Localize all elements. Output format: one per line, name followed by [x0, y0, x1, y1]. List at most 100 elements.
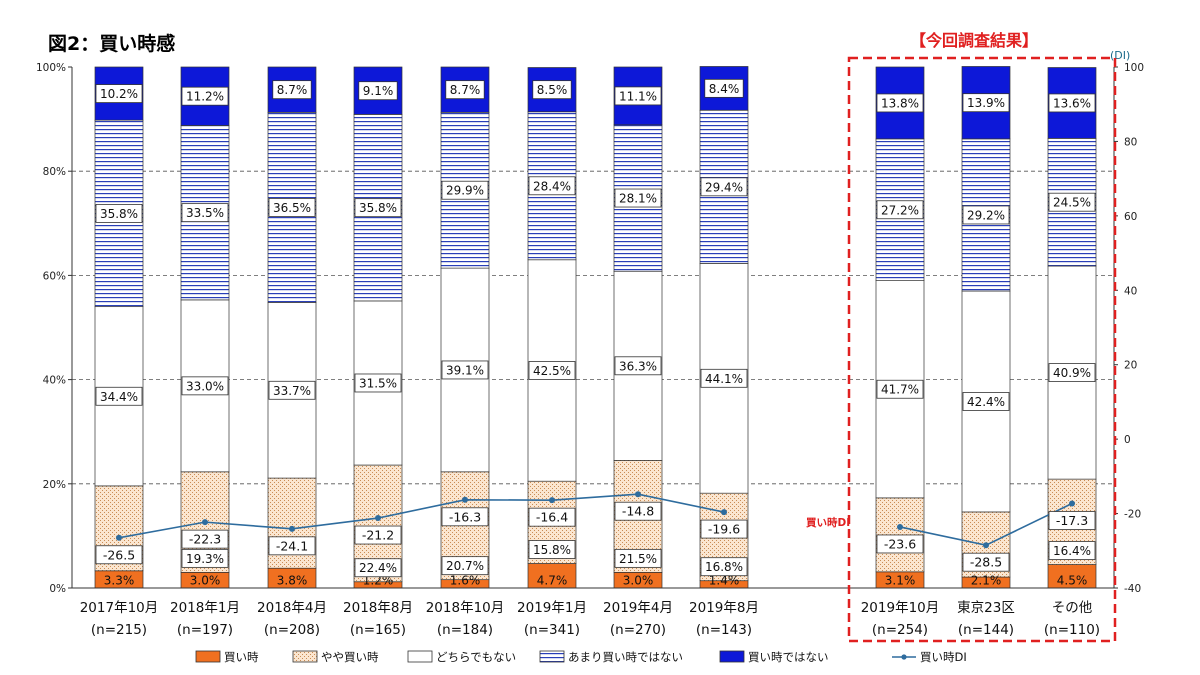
segment-label: 39.1% — [441, 360, 489, 380]
di-point — [462, 496, 468, 503]
segment-label-text: 8.5% — [537, 83, 568, 97]
segment-label-box — [181, 548, 229, 568]
di-point — [202, 519, 208, 526]
di-label: -28.5 — [962, 552, 1010, 572]
segment-label: 34.4% — [95, 386, 143, 406]
category-label: その他 — [1052, 600, 1093, 616]
label-kaidoki: 3.0% — [623, 574, 654, 588]
sample-size-label: (n=270) — [610, 622, 666, 638]
segment-label-text: 44.1% — [705, 372, 743, 386]
segment-label: 42.4% — [962, 392, 1010, 411]
di-label: -21.2 — [354, 525, 402, 545]
segment-label: 13.8% — [876, 93, 924, 113]
segment-label: 8.7% — [272, 80, 312, 100]
segment-label-text: 8.4% — [709, 82, 740, 96]
label-kaidoki: 1.6% — [450, 574, 481, 588]
segment-label-text: 42.5% — [533, 364, 571, 378]
segment-label: 44.1% — [700, 368, 748, 388]
legend-swatch — [407, 650, 433, 663]
di-label-text: -14.8 — [622, 504, 654, 519]
segment-label-text: 11.1% — [619, 89, 657, 103]
segment-label-box — [1048, 93, 1096, 113]
gridlines — [72, 170, 1114, 485]
left-axis: 0% 20% 40% 60% 80% 100% — [36, 62, 1114, 595]
di-label-text: -22.3 — [189, 532, 221, 547]
label-kaidoki: 3.8% — [277, 574, 308, 588]
segment-label-box — [95, 386, 143, 406]
di-label: -23.6 — [876, 534, 924, 554]
segment-label-box — [876, 93, 924, 113]
segment-label: 20.7% — [441, 556, 489, 576]
di-label-box — [268, 536, 316, 556]
label-kaidoki: 3.0% — [190, 574, 221, 588]
segment-label: 13.9% — [962, 93, 1010, 113]
di-label-text: -26.5 — [103, 547, 135, 562]
legend-label: 買い時ではない — [748, 650, 829, 664]
segment-label: 8.4% — [704, 78, 744, 98]
right-tick-label: 20 — [1124, 360, 1137, 372]
segment-label-text: 41.7% — [881, 383, 919, 397]
di-label-box — [528, 507, 576, 527]
highlight-title: 【今回調査結果】 — [910, 31, 1038, 50]
di-point — [897, 523, 903, 530]
category-label: 2017年10月 — [80, 600, 159, 616]
segment-label: 41.7% — [876, 379, 924, 399]
di-label-box — [614, 501, 662, 521]
segment-label-box — [528, 540, 576, 559]
di-label-box — [700, 519, 748, 539]
sample-size-label: (n=341) — [524, 622, 580, 638]
di-label-text: -16.4 — [536, 510, 568, 525]
segment-label: 40.9% — [1048, 363, 1096, 382]
segment-label-text: 10.2% — [100, 87, 138, 101]
segment-label-box — [268, 380, 316, 400]
di-label-text: -16.3 — [449, 509, 481, 524]
di-label-box — [962, 552, 1010, 572]
label-kaidoki: 3.1% — [885, 574, 916, 588]
left-tick-label: 20% — [43, 479, 66, 491]
right-tick-label: 80 — [1124, 136, 1137, 148]
segment-label-text: 31.5% — [359, 376, 397, 390]
right-tick-label: -40 — [1124, 583, 1141, 595]
di-label-box — [876, 534, 924, 554]
left-tick-label: 0% — [49, 583, 66, 595]
category-label: 2018年8月 — [343, 600, 413, 616]
segment-label: 10.2% — [95, 84, 143, 103]
category-labels: 2017年10月 (n=215) 2018年1月 (n=197) 2018年4月 (n=2… — [80, 600, 1100, 638]
sample-size-label: (n=254) — [872, 622, 928, 638]
segment-label-text: 33.7% — [273, 384, 311, 398]
sample-size-label: (n=110) — [1044, 622, 1100, 638]
category-label: 2018年1月 — [170, 600, 240, 616]
segment-label-text: 19.3% — [186, 552, 224, 566]
di-label: -17.3 — [1048, 511, 1096, 530]
segment-label-box — [441, 180, 489, 200]
sample-size-label: (n=197) — [177, 622, 233, 638]
segment-label-box — [1048, 363, 1096, 382]
left-tick-label: 40% — [43, 375, 66, 387]
segment-label-text: 22.4% — [359, 561, 397, 575]
segment-label-box — [354, 373, 402, 393]
bars — [94, 66, 1097, 589]
di-label: -16.4 — [528, 507, 576, 527]
left-tick-label: 60% — [43, 270, 66, 282]
label-kaidoki: 4.5% — [1057, 574, 1088, 588]
di-annotation: 買い時DI — [806, 516, 850, 529]
label-kaidoki: 1.4% — [709, 574, 740, 588]
segment-label-box — [876, 200, 924, 220]
di-label: -16.3 — [441, 507, 489, 527]
di-line-past — [118, 493, 725, 539]
segment-label: 9.1% — [358, 81, 398, 101]
segment-label-text: 13.8% — [881, 96, 919, 110]
segment-label: 42.5% — [528, 361, 576, 380]
segment-label-text: 13.9% — [967, 96, 1005, 110]
legend-label: やや買い時 — [321, 650, 379, 664]
segment-label: 33.7% — [268, 380, 316, 400]
category-label: 2019年8月 — [689, 600, 759, 616]
left-tick-label: 100% — [36, 62, 66, 74]
di-label-text: -23.6 — [884, 536, 916, 551]
segment-label: 8.7% — [445, 80, 485, 100]
segment-label: 31.5% — [354, 373, 402, 393]
category-label: 2018年10月 — [426, 600, 505, 616]
segment-label-box — [272, 80, 312, 100]
segment-label-text: 20.7% — [446, 559, 484, 573]
sample-size-label: (n=208) — [264, 622, 320, 638]
